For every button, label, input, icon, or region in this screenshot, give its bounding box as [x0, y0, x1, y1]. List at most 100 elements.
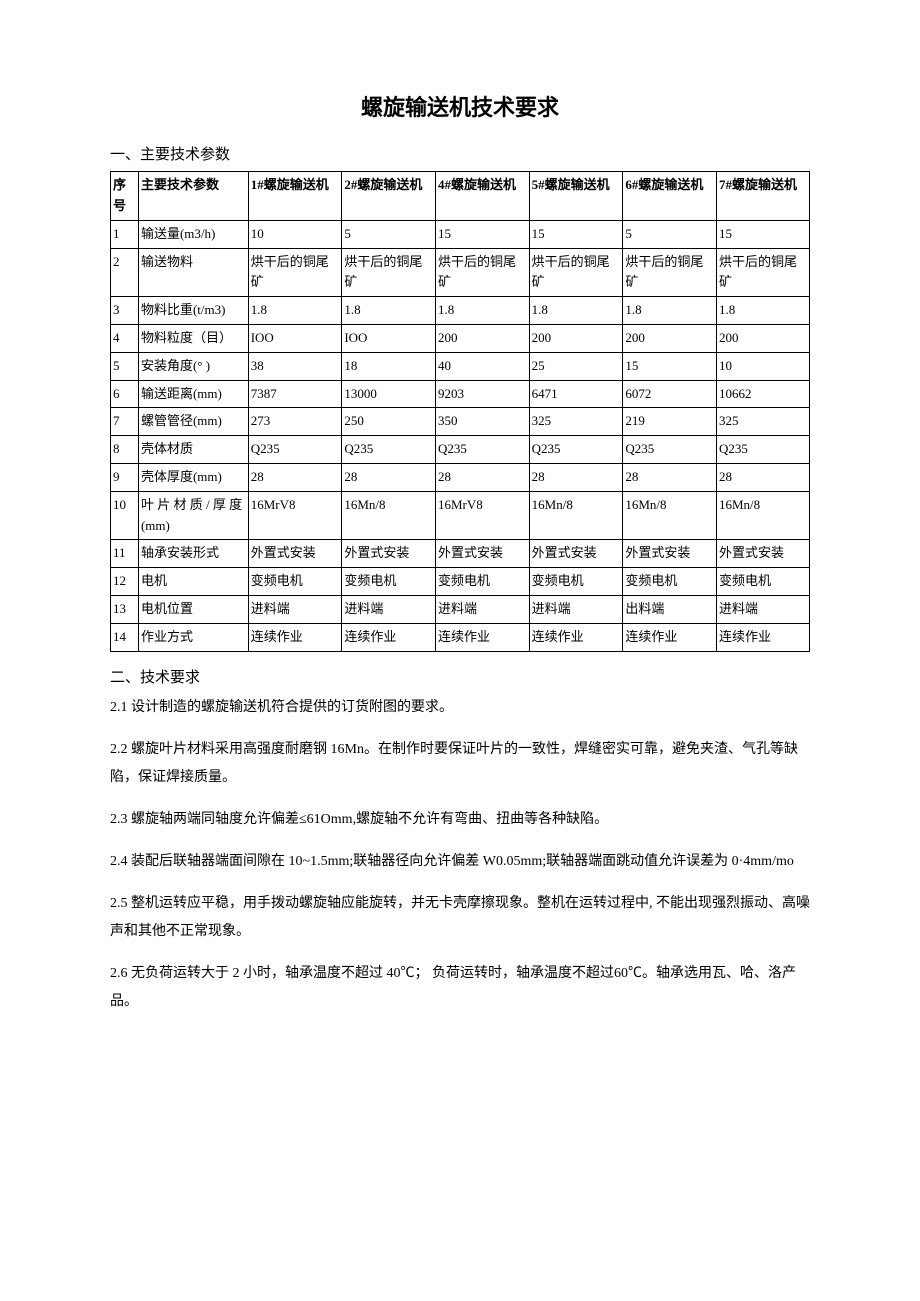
table-cell: Q235	[623, 436, 717, 464]
table-cell: 进料端	[436, 595, 530, 623]
requirements-block: 2.1 设计制造的螺旋输送机符合提供的订货附图的要求。2.2 螺旋叶片材料采用高…	[110, 694, 810, 1016]
table-cell: 5	[111, 352, 139, 380]
table-cell: 输送物料	[138, 248, 248, 297]
table-cell: 进料端	[342, 595, 436, 623]
table-cell: 1	[111, 220, 139, 248]
table-cell: 烘干后的铜尾矿	[248, 248, 342, 297]
table-cell: 变频电机	[716, 568, 809, 596]
table-cell: 进料端	[716, 595, 809, 623]
table-cell: 6471	[529, 380, 623, 408]
table-cell: 壳体厚度(mm)	[138, 463, 248, 491]
table-cell: 变频电机	[529, 568, 623, 596]
table-cell: 输送距离(mm)	[138, 380, 248, 408]
table-cell: 连续作业	[529, 623, 623, 651]
table-row: 7螺管管径(mm)273250350325219325	[111, 408, 810, 436]
table-cell: 16Mn/8	[623, 491, 717, 540]
table-header-row: 序号主要技术参数1#螺旋输送机2#螺旋输送机4#螺旋输送机5#螺旋输送机6#螺旋…	[111, 172, 810, 221]
table-cell: 9203	[436, 380, 530, 408]
table-cell: 烘干后的铜尾矿	[623, 248, 717, 297]
table-cell: 进料端	[529, 595, 623, 623]
table-cell: 28	[248, 463, 342, 491]
table-cell: 变频电机	[623, 568, 717, 596]
table-row: 5安装角度(° )381840251510	[111, 352, 810, 380]
table-cell: 外置式安装	[623, 540, 717, 568]
table-cell: 外置式安装	[248, 540, 342, 568]
table-cell: 16MrV8	[248, 491, 342, 540]
table-cell: 1.8	[248, 297, 342, 325]
col-header-1: 主要技术参数	[138, 172, 248, 221]
table-row: 8壳体材质Q235Q235Q235Q235Q235Q235	[111, 436, 810, 464]
table-cell: Q235	[436, 436, 530, 464]
table-cell: 16Mn/8	[342, 491, 436, 540]
table-cell: 13000	[342, 380, 436, 408]
table-cell: 外置式安装	[716, 540, 809, 568]
requirement-item: 2.4 装配后联轴器端面间隙在 10~1.5mm;联轴器径向允许偏差 W0.05…	[110, 848, 810, 876]
table-cell: 1.8	[716, 297, 809, 325]
col-header-0: 序号	[111, 172, 139, 221]
table-cell: 安装角度(° )	[138, 352, 248, 380]
table-cell: 28	[529, 463, 623, 491]
table-cell: 连续作业	[248, 623, 342, 651]
table-cell: 8	[111, 436, 139, 464]
table-cell: 273	[248, 408, 342, 436]
table-cell: 连续作业	[436, 623, 530, 651]
table-cell: Q235	[529, 436, 623, 464]
document-title: 螺旋输送机技术要求	[110, 90, 810, 125]
table-cell: 40	[436, 352, 530, 380]
table-cell: 15	[716, 220, 809, 248]
table-cell: 变频电机	[248, 568, 342, 596]
table-row: 14作业方式连续作业连续作业连续作业连续作业连续作业连续作业	[111, 623, 810, 651]
table-cell: 16Mn/8	[716, 491, 809, 540]
table-cell: 3	[111, 297, 139, 325]
table-cell: 5	[623, 220, 717, 248]
table-cell: 12	[111, 568, 139, 596]
table-cell: 28	[342, 463, 436, 491]
col-header-5: 5#螺旋输送机	[529, 172, 623, 221]
table-cell: 250	[342, 408, 436, 436]
table-cell: 11	[111, 540, 139, 568]
table-row: 9壳体厚度(mm)282828282828	[111, 463, 810, 491]
table-cell: 219	[623, 408, 717, 436]
table-cell: 18	[342, 352, 436, 380]
spec-table: 序号主要技术参数1#螺旋输送机2#螺旋输送机4#螺旋输送机5#螺旋输送机6#螺旋…	[110, 171, 810, 651]
table-cell: 1.8	[436, 297, 530, 325]
table-cell: 4	[111, 324, 139, 352]
table-cell: 7	[111, 408, 139, 436]
table-cell: 14	[111, 623, 139, 651]
table-row: 6输送距离(mm)73871300092036471607210662	[111, 380, 810, 408]
col-header-6: 6#螺旋输送机	[623, 172, 717, 221]
table-cell: 6	[111, 380, 139, 408]
table-cell: Q235	[248, 436, 342, 464]
table-cell: 1.8	[623, 297, 717, 325]
table-cell: 28	[436, 463, 530, 491]
table-cell: 350	[436, 408, 530, 436]
table-cell: Q235	[342, 436, 436, 464]
table-cell: 电机位置	[138, 595, 248, 623]
requirement-item: 2.2 螺旋叶片材料采用高强度耐磨钢 16Mn。在制作时要保证叶片的一致性，焊缝…	[110, 736, 810, 792]
table-cell: 9	[111, 463, 139, 491]
table-cell: 10	[716, 352, 809, 380]
table-cell: 作业方式	[138, 623, 248, 651]
table-cell: 烘干后的铜尾矿	[436, 248, 530, 297]
table-row: 3物料比重(t/m3)1.81.81.81.81.81.8	[111, 297, 810, 325]
table-cell: 物料粒度（目）	[138, 324, 248, 352]
col-header-4: 4#螺旋输送机	[436, 172, 530, 221]
table-cell: Q235	[716, 436, 809, 464]
table-cell: 200	[436, 324, 530, 352]
requirement-item: 2.6 无负荷运转大于 2 小时，轴承温度不超过 40℃； 负荷运转时，轴承温度…	[110, 960, 810, 1016]
table-row: 13电机位置进料端进料端进料端进料端出料端进料端	[111, 595, 810, 623]
table-row: 4物料粒度（目）IOOIOO200200200200	[111, 324, 810, 352]
table-row: 1输送量(m3/h)1051515515	[111, 220, 810, 248]
table-cell: 325	[529, 408, 623, 436]
table-cell: 电机	[138, 568, 248, 596]
table-cell: 28	[623, 463, 717, 491]
table-cell: 16MrV8	[436, 491, 530, 540]
requirement-item: 2.3 螺旋轴两端同轴度允许偏差≤61Omm,螺旋轴不允许有弯曲、扭曲等各种缺陷…	[110, 806, 810, 834]
table-row: 2输送物料烘干后的铜尾矿烘干后的铜尾矿烘干后的铜尾矿烘干后的铜尾矿烘干后的铜尾矿…	[111, 248, 810, 297]
table-cell: 1.8	[529, 297, 623, 325]
table-cell: 15	[623, 352, 717, 380]
section-2-header: 二、技术要求	[110, 666, 810, 690]
table-cell: 200	[716, 324, 809, 352]
table-cell: 外置式安装	[342, 540, 436, 568]
table-cell: IOO	[248, 324, 342, 352]
